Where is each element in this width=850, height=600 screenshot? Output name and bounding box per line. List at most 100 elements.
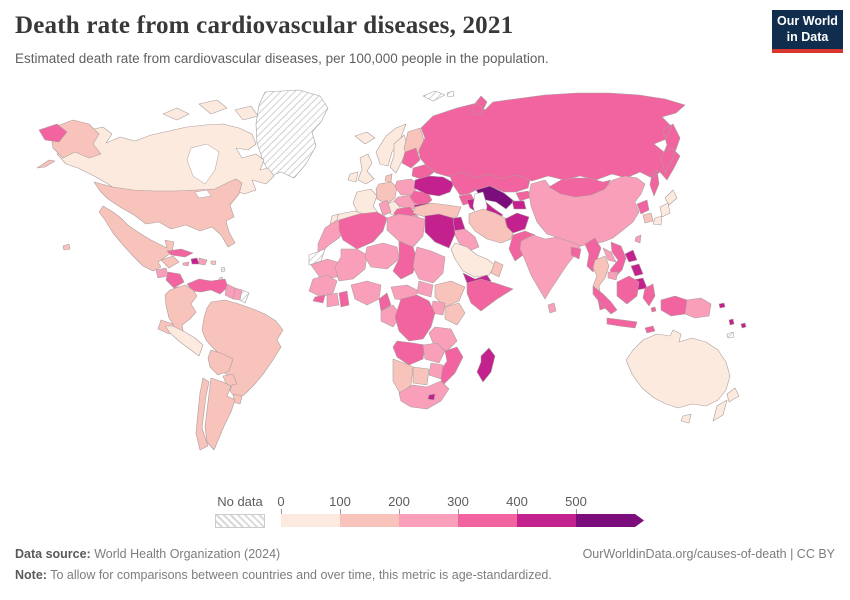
country-papua-new-guinea[interactable] [684, 297, 712, 319]
country-north-korea[interactable] [636, 199, 650, 215]
country-bangladesh[interactable] [570, 246, 582, 260]
country-ethiopia[interactable] [434, 280, 466, 308]
country-bolivia[interactable] [207, 349, 234, 376]
country-canada[interactable] [56, 99, 275, 197]
country-chad[interactable] [392, 240, 418, 280]
country-tunisia[interactable] [378, 199, 392, 217]
legend-segment-400-500[interactable] [517, 514, 576, 527]
country-namibia[interactable] [392, 358, 414, 396]
country-west-africa[interactable] [308, 274, 338, 298]
footer-source: Data source: World Health Organization (… [15, 547, 280, 561]
country-honduras-nicaragua[interactable] [165, 271, 185, 289]
country-niger[interactable] [364, 242, 400, 270]
country-svalbard[interactable] [422, 90, 455, 102]
country-oman[interactable] [490, 260, 504, 278]
country-algeria[interactable] [338, 211, 388, 250]
no-data-swatch[interactable] [215, 514, 265, 528]
country-somalia[interactable] [466, 278, 514, 312]
country-germany[interactable] [375, 181, 398, 205]
country-cameroon[interactable] [378, 292, 392, 312]
country-iceland[interactable] [354, 131, 376, 145]
country-puerto-rico[interactable] [210, 260, 217, 266]
country-paraguay[interactable] [222, 373, 238, 387]
country-mali[interactable] [334, 248, 368, 282]
country-dominican-republic[interactable] [198, 257, 208, 266]
country-ivory-coast[interactable] [326, 292, 340, 308]
country-libya[interactable] [386, 213, 426, 248]
legend-tick-mark-100 [340, 509, 341, 514]
country-taiwan[interactable] [634, 234, 642, 244]
footer-source-text: World Health Organization (2024) [90, 547, 281, 561]
country-drc[interactable] [394, 294, 436, 342]
country-saudi-arabia[interactable] [450, 242, 496, 278]
legend-tick-mark-0 [281, 509, 282, 514]
country-south-sudan[interactable] [416, 280, 434, 298]
country-japan[interactable] [652, 189, 678, 226]
country-united-kingdom[interactable] [357, 153, 375, 185]
legend-tick-label-100: 100 [329, 494, 351, 509]
country-afghanistan[interactable] [504, 212, 530, 234]
country-zimbabwe[interactable] [428, 362, 444, 380]
country-sierra-leone-liberia[interactable] [312, 294, 326, 304]
footer-attribution[interactable]: OurWorldinData.org/causes-of-death | CC … [582, 547, 835, 561]
country-pacific-islands[interactable] [718, 302, 747, 329]
country-sudan[interactable] [412, 246, 446, 284]
country-ukraine[interactable] [413, 175, 455, 197]
country-denmark[interactable] [384, 173, 393, 183]
country-madagascar[interactable] [476, 347, 496, 383]
country-australia[interactable] [625, 329, 731, 424]
country-iraq[interactable] [452, 228, 480, 252]
country-new-caledonia[interactable] [726, 331, 735, 339]
country-greenland[interactable] [255, 89, 329, 179]
country-nigeria[interactable] [350, 280, 382, 306]
country-colombia[interactable] [164, 284, 198, 336]
no-data-label: No data [217, 494, 263, 509]
country-guatemala[interactable] [155, 267, 169, 279]
country-russia[interactable] [38, 92, 686, 197]
country-zambia[interactable] [422, 342, 446, 364]
country-kenya[interactable] [444, 302, 466, 326]
country-venezuela[interactable] [186, 278, 229, 295]
country-cuba[interactable] [166, 248, 194, 258]
country-french-guiana[interactable] [239, 289, 250, 304]
country-mongolia[interactable] [548, 177, 612, 198]
country-mexico[interactable] [98, 205, 180, 272]
country-tajikistan[interactable] [511, 200, 527, 210]
country-south-korea[interactable] [642, 212, 654, 224]
country-usa[interactable] [36, 119, 243, 251]
country-baltics[interactable] [401, 147, 421, 169]
country-peru[interactable] [164, 325, 204, 357]
country-lesotho[interactable] [427, 393, 436, 401]
owid-logo-line1: Our World [777, 13, 838, 28]
country-south-africa[interactable] [398, 380, 450, 410]
legend-segment-100-200[interactable] [340, 514, 399, 527]
country-mozambique[interactable] [438, 346, 464, 386]
country-botswana[interactable] [412, 366, 430, 386]
country-jamaica[interactable] [182, 261, 190, 267]
legend-segment-0-100[interactable] [281, 514, 340, 527]
country-turkey[interactable] [412, 202, 462, 220]
country-chile[interactable] [195, 377, 210, 451]
country-sri-lanka[interactable] [547, 302, 557, 314]
country-angola[interactable] [392, 340, 426, 366]
country-ireland[interactable] [347, 171, 359, 183]
page-title: Death rate from cardiovascular diseases,… [15, 12, 514, 39]
legend-segment-500+[interactable] [576, 514, 644, 527]
country-iran[interactable] [468, 208, 516, 244]
country-egypt[interactable] [424, 213, 456, 249]
legend-segment-300-400[interactable] [458, 514, 517, 527]
country-sweden[interactable] [389, 134, 409, 174]
country-india[interactable] [519, 234, 582, 300]
legend-segment-200-300[interactable] [399, 514, 458, 527]
country-laos[interactable] [602, 247, 617, 263]
country-new-zealand[interactable] [712, 387, 740, 422]
country-cambodia[interactable] [607, 271, 619, 281]
country-argentina[interactable] [204, 377, 236, 451]
country-brazil[interactable] [201, 299, 284, 400]
country-kazakhstan[interactable] [449, 171, 531, 196]
country-haiti[interactable] [190, 257, 200, 265]
country-ghana[interactable] [338, 290, 350, 308]
owid-logo[interactable]: Our World in Data [772, 10, 843, 53]
legend-tick-label-400: 400 [506, 494, 528, 509]
